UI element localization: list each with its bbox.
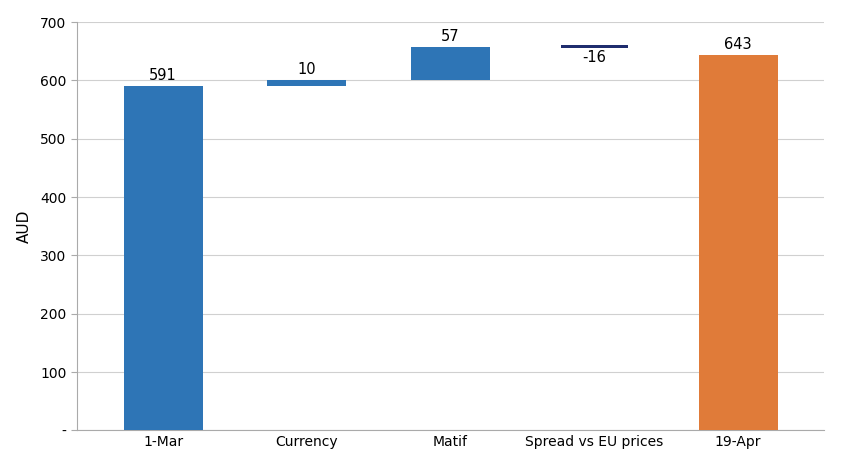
Bar (267, 80, 346, 86)
Bar (124, 86, 203, 431)
Bar (561, 45, 628, 48)
Bar (699, 55, 778, 431)
Text: 643: 643 (724, 37, 752, 53)
Text: 10: 10 (298, 62, 316, 77)
Text: 57: 57 (442, 29, 460, 44)
Y-axis label: AUD: AUD (17, 210, 32, 243)
Bar (411, 47, 490, 80)
Text: -16: -16 (582, 50, 606, 65)
Text: 591: 591 (149, 68, 177, 83)
